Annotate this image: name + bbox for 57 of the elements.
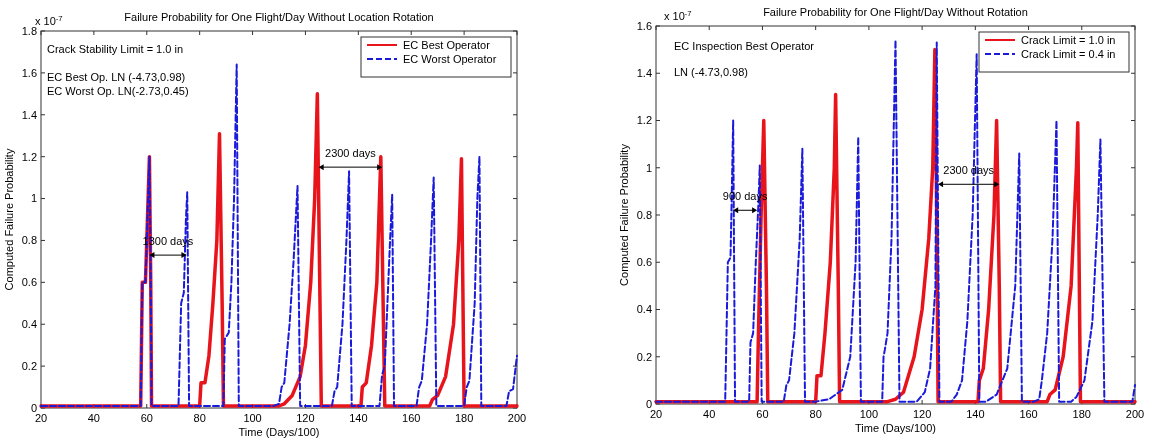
legend-label: EC Best Operator — [403, 39, 491, 51]
x-tick-label: 20 — [649, 408, 663, 420]
y-tick-label: 1.4 — [21, 108, 37, 121]
x-tick-label: 100 — [243, 412, 262, 424]
y-tick-label: 0.6 — [636, 256, 652, 269]
y-tick-label: 0.2 — [21, 359, 37, 372]
annotation: EC Inspection Best Operator — [674, 40, 815, 52]
annotation: Crack Stability Limit = 1.0 in — [47, 43, 184, 55]
y-tick-label: 0.4 — [21, 318, 37, 331]
x-tick-label: 200 — [507, 412, 527, 424]
x-tick-label: 160 — [1019, 408, 1038, 420]
x-tick-label: 140 — [349, 412, 368, 424]
y-tick-label: 0.4 — [636, 303, 652, 316]
y-tick-label: 1.8 — [21, 24, 37, 37]
y-tick-label: 0.8 — [21, 234, 37, 247]
y-axis-title: Computed Failure Probability — [618, 143, 630, 286]
x-tick-label: 40 — [703, 408, 716, 420]
x-tick-label: 160 — [402, 412, 421, 424]
x-tick-label: 60 — [140, 412, 153, 424]
text: x 10$^{-7}$ — [664, 8, 692, 22]
y-tick-label: 1.6 — [636, 19, 652, 32]
annotation: EC Worst Op. LN(-2.73,0.45) — [47, 85, 189, 97]
x-tick-label: 80 — [193, 412, 206, 424]
text: x 10$^{-7}$ — [35, 13, 63, 27]
x-tick-label: 40 — [87, 412, 101, 424]
chart-title: Failure Probability for One Flight/Day Without Rotation — [763, 6, 1028, 18]
y-tick-label: 0.6 — [21, 276, 37, 289]
x-tick-label: 140 — [966, 408, 985, 420]
y-tick-label: 0 — [30, 401, 37, 414]
legend-label: EC Worst Operator — [403, 53, 497, 65]
x-tick-label: 180 — [454, 412, 474, 424]
annotation: LN (-4.73,0.98) — [674, 66, 748, 78]
y-tick-label: 1.2 — [636, 114, 652, 127]
x-axis-title: Time (Days/100) — [855, 422, 936, 434]
x-tick-label: 120 — [296, 412, 315, 424]
x-tick-label: 60 — [756, 408, 769, 420]
y-tick-label: 1.4 — [636, 67, 652, 80]
x-axis-title: Time (Days/100) — [238, 426, 320, 438]
chart-title: Failure Probability for One Flight/Day Without Location Rotation — [124, 11, 434, 23]
x-tick-label: 180 — [1072, 408, 1091, 420]
x-tick-label: 100 — [859, 408, 879, 420]
y-tick-label: 0.2 — [636, 350, 652, 363]
y-tick-label: 1 — [30, 192, 37, 205]
x-tick-label: 200 — [1125, 408, 1145, 420]
y-tick-label: 1.6 — [21, 66, 37, 79]
legend-label: Crack Limit = 1.0 in — [1021, 34, 1116, 46]
x-tick-label: 120 — [912, 408, 932, 420]
x-tick-label: 20 — [34, 412, 48, 424]
y-tick-label: 1 — [645, 161, 652, 174]
y-tick-label: 0 — [645, 397, 652, 410]
y-axis-title: Computed Failure Probability — [3, 148, 15, 291]
y-tick-label: 1.2 — [21, 150, 37, 163]
x-tick-label: 80 — [809, 408, 822, 420]
annotation: EC Best Op. LN (-4.73,0.98) — [47, 71, 186, 83]
y-tick-label: 0.8 — [636, 208, 652, 221]
legend-label: Crack Limit = 0.4 in — [1021, 48, 1116, 60]
annotation: 2300 days — [325, 147, 377, 160]
